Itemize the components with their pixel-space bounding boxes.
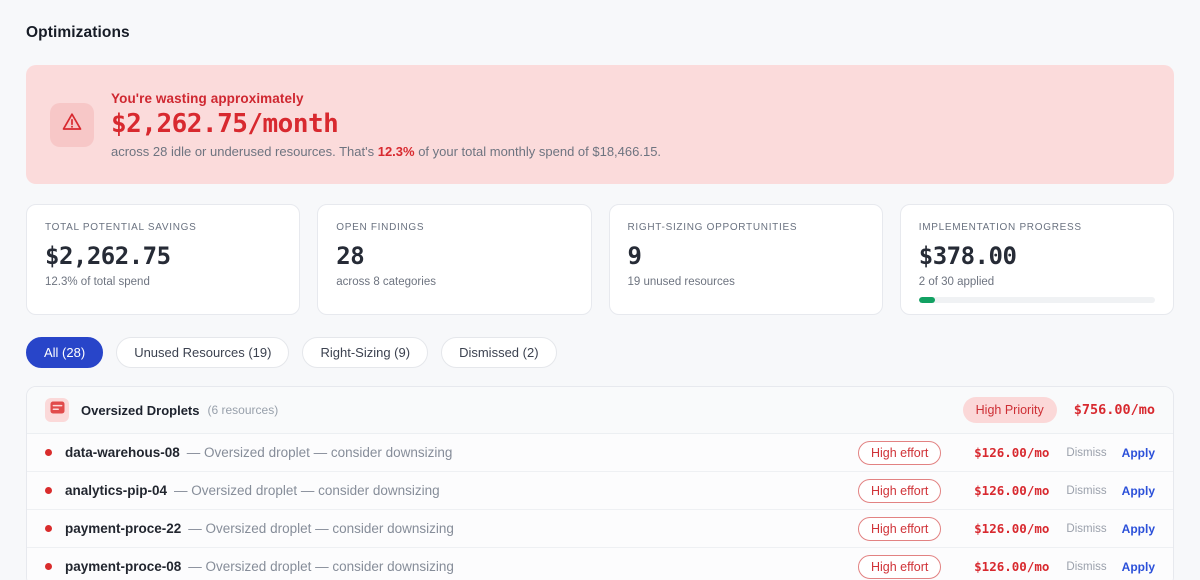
warning-triangle-icon (60, 110, 84, 139)
group-icon-box (45, 398, 69, 422)
resource-name: payment-proce-08 (65, 559, 182, 574)
resource-name: data-warehous-08 (65, 445, 180, 460)
filter-pill-label: Dismissed (2) (459, 345, 539, 360)
filter-pill-label: All (28) (44, 345, 86, 360)
finding-cost: $126.00/mo (974, 521, 1050, 536)
stat-card-open-findings: OPEN FINDINGS 28 across 8 categories (317, 204, 592, 315)
warning-icon-box (50, 102, 94, 147)
severity-dot-icon (45, 487, 52, 494)
stat-card-total-savings: TOTAL POTENTIAL SAVINGS $2,262.75 12.3% … (26, 204, 301, 315)
stat-value: $2,262.75 (45, 242, 171, 270)
finding-cost: $126.00/mo (974, 559, 1050, 574)
page-title: Optimizations (26, 24, 130, 41)
finding-description: — Oversized droplet — consider downsizin… (174, 483, 440, 498)
stat-label: RIGHT-SIZING OPPORTUNITIES (627, 222, 798, 233)
apply-link[interactable]: Apply (1121, 521, 1155, 536)
dismiss-link[interactable]: Dismiss (1066, 484, 1107, 497)
filter-pill-right-sizing-9[interactable]: Right-Sizing (9) (302, 337, 429, 368)
finding-cost: $126.00/mo (974, 445, 1050, 460)
resource-name: payment-proce-22 (65, 521, 182, 536)
resource-name: analytics-pip-04 (65, 483, 168, 498)
banner-heading: You're wasting approximately (111, 90, 304, 106)
stats-row: TOTAL POTENTIAL SAVINGS $2,262.75 12.3% … (26, 204, 1174, 315)
finding-description: — Oversized droplet — consider downsizin… (188, 559, 454, 574)
stat-sub: 2 of 30 applied (918, 276, 995, 288)
finding-row: data-warehous-08 — Oversized droplet — c… (27, 434, 1173, 472)
finding-description: — Oversized droplet — consider downsizin… (186, 445, 453, 460)
severity-dot-icon (45, 563, 52, 570)
finding-cost: $126.00/mo (974, 483, 1050, 498)
severity-dot-icon (45, 449, 52, 456)
finding-description: — Oversized droplet — consider downsizin… (188, 521, 454, 536)
banner-detail-percent: 12.3% (377, 143, 415, 159)
filter-pill-label: Unused Resources (19) (134, 345, 272, 360)
finding-row: analytics-pip-04 — Oversized droplet — c… (27, 472, 1173, 510)
high-priority-badge: High Priority (962, 397, 1057, 423)
findings-card: Oversized Droplets (6 resources) High Pr… (26, 386, 1174, 580)
apply-link[interactable]: Apply (1121, 445, 1155, 460)
dismiss-link[interactable]: Dismiss (1066, 446, 1107, 459)
filter-pill-dismissed-2[interactable]: Dismissed (2) (441, 337, 557, 368)
group-title: Oversized Droplets (81, 402, 200, 418)
waste-warning-banner: You're wasting approximately $2,262.75/m… (26, 65, 1174, 184)
effort-badge: High effort (857, 478, 942, 503)
filter-pill-all-28[interactable]: All (28) (26, 337, 104, 368)
effort-badge: High effort (857, 440, 942, 465)
stat-value: 28 (336, 242, 365, 270)
finding-row: payment-proce-22 — Oversized droplet — c… (27, 510, 1173, 548)
stat-value: 9 (627, 242, 642, 270)
banner-detail-suffix: of your total monthly spend of $18,466.1… (414, 143, 662, 159)
banner-detail: across 28 idle or underused resources. T… (111, 144, 661, 159)
stat-label: IMPLEMENTATION PROGRESS (918, 222, 1082, 233)
dismiss-link[interactable]: Dismiss (1066, 560, 1107, 573)
dismiss-link[interactable]: Dismiss (1066, 522, 1107, 535)
stat-label: OPEN FINDINGS (336, 222, 425, 233)
filter-pill-label: Right-Sizing (9) (320, 345, 411, 360)
severity-dot-icon (45, 525, 52, 532)
group-total-cost: $756.00/mo (1073, 402, 1155, 418)
filter-pill-unused-resources-19[interactable]: Unused Resources (19) (116, 337, 290, 368)
stat-sub: 19 unused resources (627, 276, 735, 288)
finding-row: payment-proce-08 — Oversized droplet — c… (27, 548, 1173, 580)
effort-badge: High effort (857, 516, 942, 541)
implementation-progress-bar (918, 297, 1155, 303)
stat-value: $378.00 (918, 242, 1017, 270)
stat-sub: 12.3% of total spend (45, 276, 150, 288)
droplet-server-icon (50, 401, 65, 419)
stat-card-right-sizing: RIGHT-SIZING OPPORTUNITIES 9 19 unused r… (608, 204, 883, 315)
effort-badge: High effort (857, 554, 942, 579)
banner-detail-prefix: across 28 idle or underused resources. T… (111, 143, 378, 159)
findings-rows: data-warehous-08 — Oversized droplet — c… (27, 434, 1173, 580)
stat-sub: across 8 categories (336, 276, 436, 288)
apply-link[interactable]: Apply (1121, 559, 1155, 574)
banner-waste-amount: $2,262.75/month (111, 108, 339, 139)
filter-pills: All (28) Unused Resources (19) Right-Siz… (26, 337, 1174, 368)
findings-group-header: Oversized Droplets (6 resources) High Pr… (27, 387, 1173, 434)
implementation-progress-fill (918, 297, 936, 303)
apply-link[interactable]: Apply (1121, 483, 1155, 498)
group-resource-count: (6 resources) (207, 403, 279, 417)
stat-label: TOTAL POTENTIAL SAVINGS (45, 222, 197, 233)
stat-card-implementation-progress: IMPLEMENTATION PROGRESS $378.00 2 of 30 … (899, 204, 1174, 315)
banner-text-block: You're wasting approximately $2,262.75/m… (111, 91, 661, 159)
